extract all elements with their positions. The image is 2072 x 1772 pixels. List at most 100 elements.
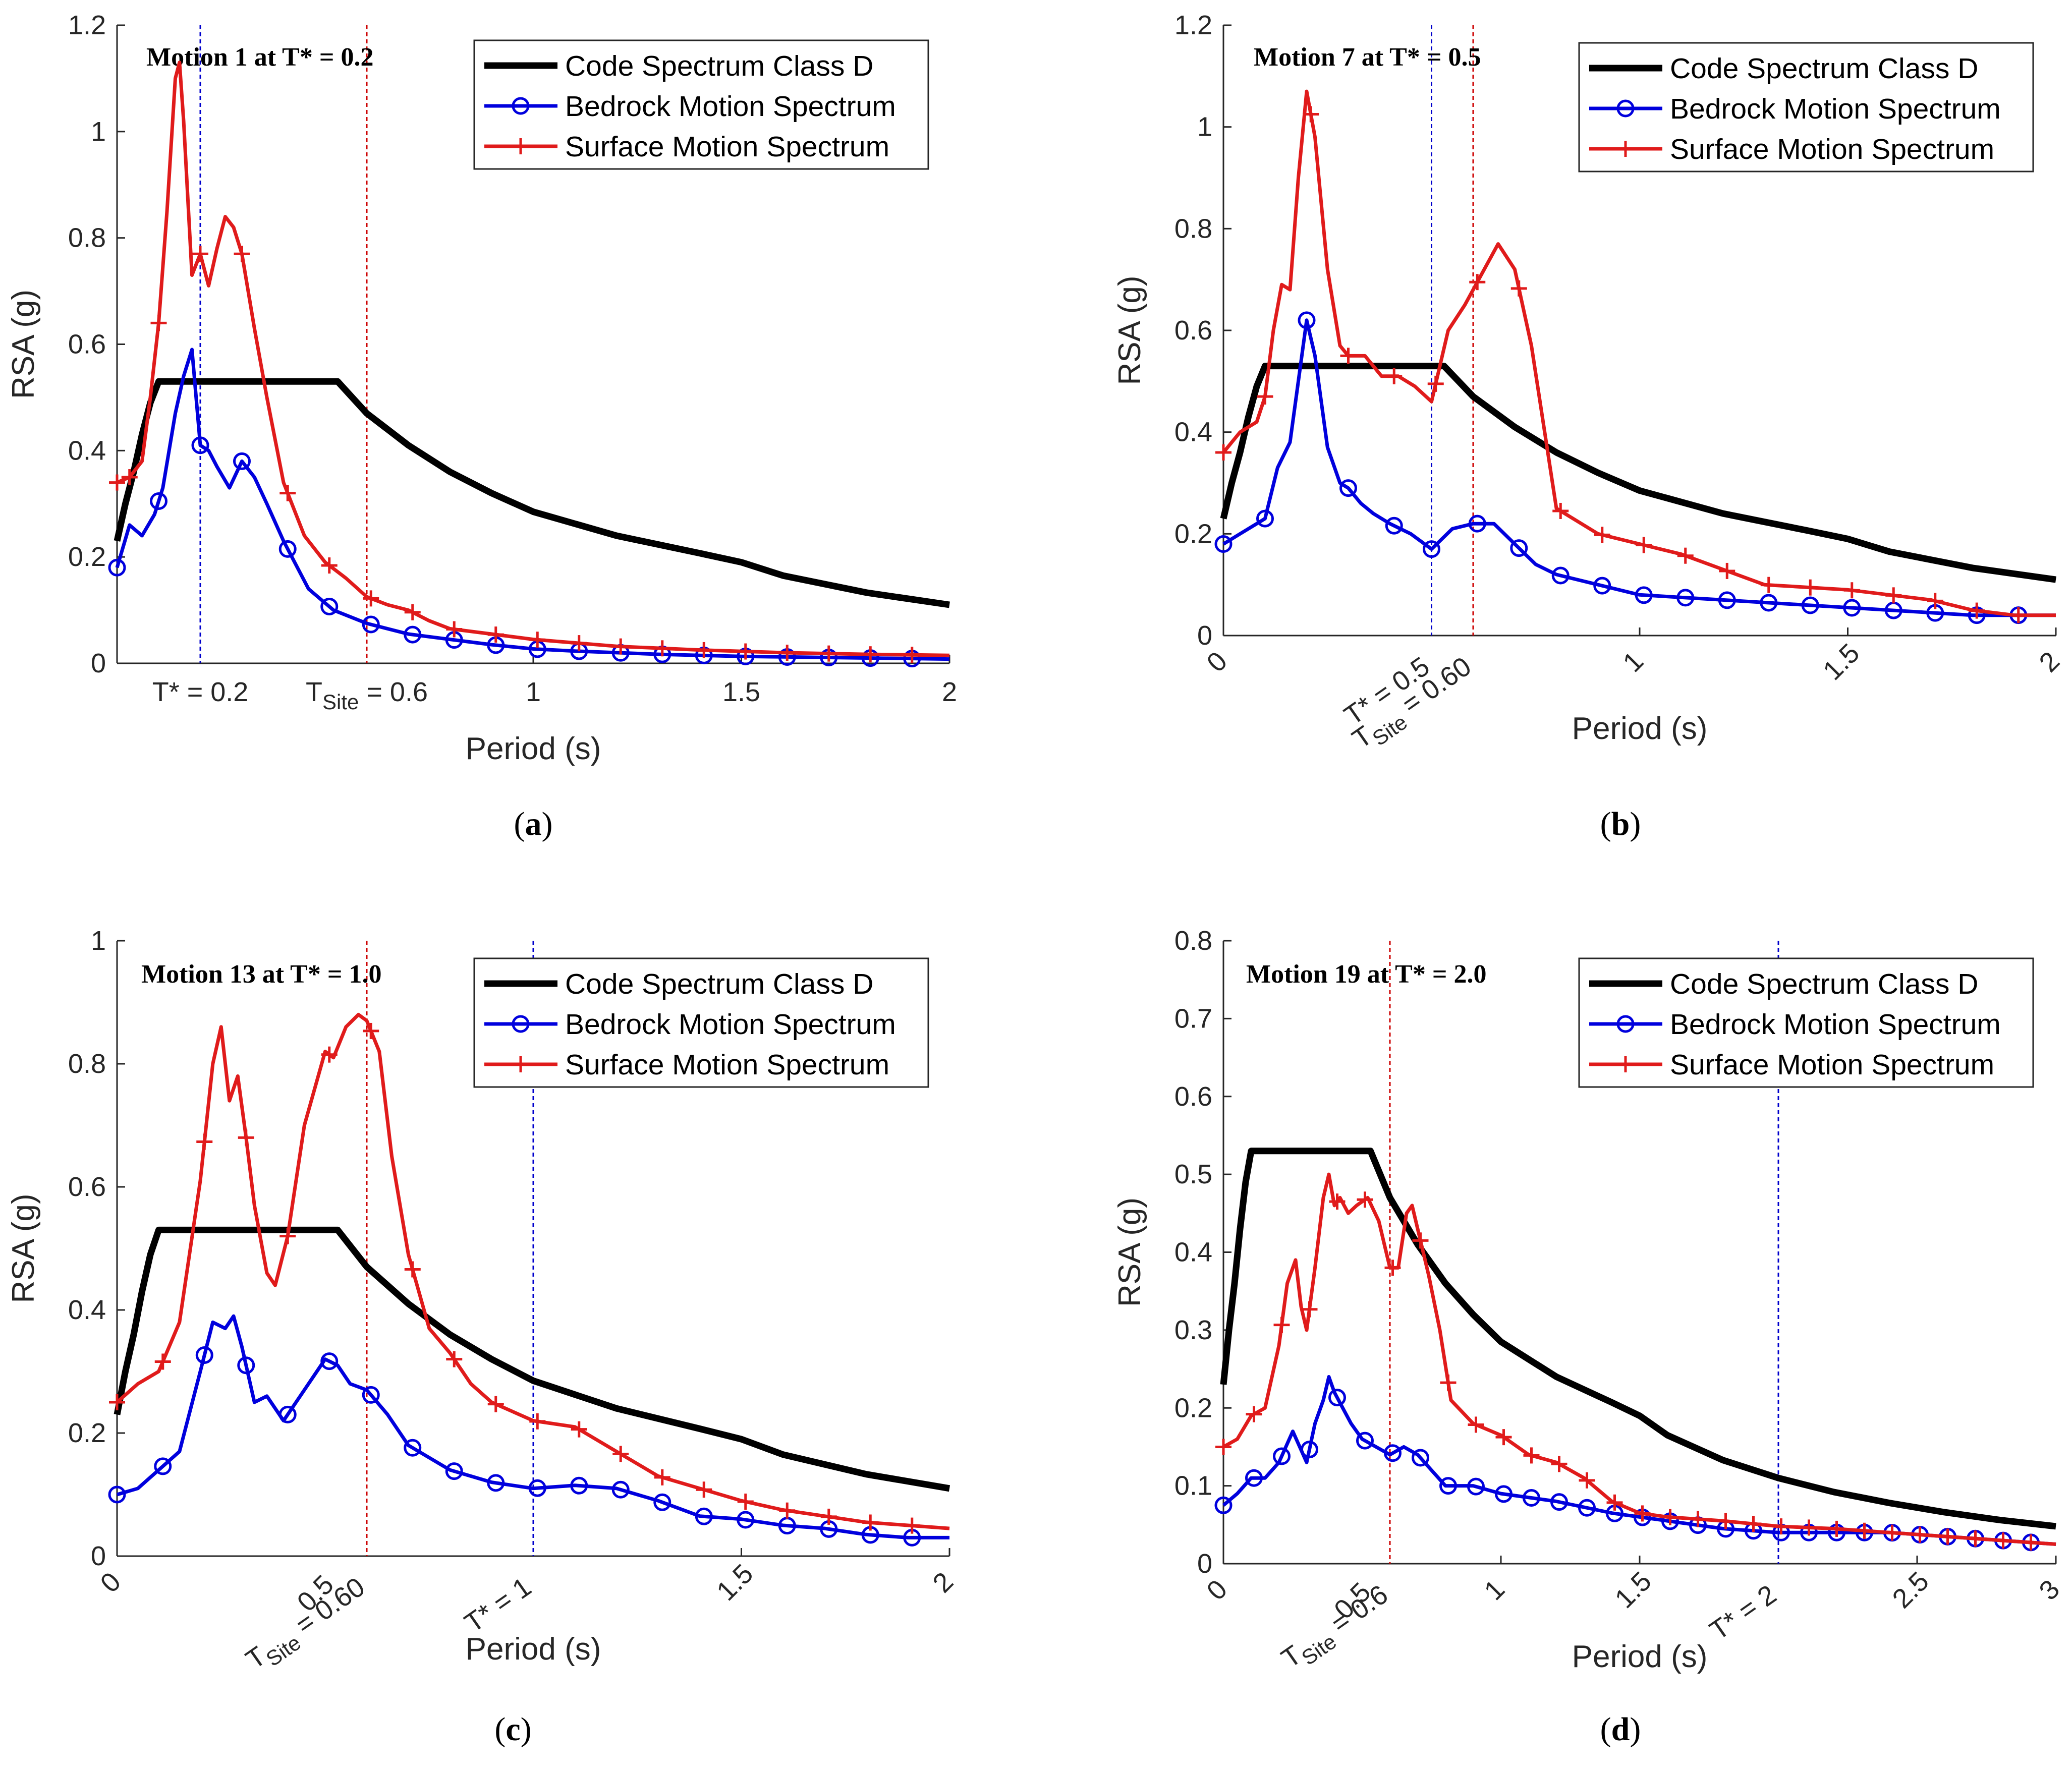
data-point-bedrock [1245,1469,1263,1487]
data-point-bedrock [1328,1389,1346,1407]
data-point-bedrock [404,625,422,644]
data-point-bedrock [108,1485,126,1504]
y-tick-label: 0.5 [1174,1159,1212,1189]
legend-label-bedrock: Bedrock Motion Spectrum [1670,93,2001,125]
data-point-surface [1885,587,1902,604]
caption-open-paren: ( [1600,1711,1611,1748]
data-point-surface [904,647,920,663]
data-point-surface [1257,388,1273,405]
data-point-surface [150,315,167,331]
data-point-surface [1440,1375,1457,1391]
data-point-surface [109,1394,125,1410]
y-tick-label: 1 [91,117,106,147]
data-point-surface [121,469,138,486]
data-point-surface [696,1481,712,1498]
data-point-surface [1303,106,1319,123]
data-point-bedrock [154,1457,172,1475]
legend-marker-circle [512,1015,530,1033]
series-line-bedrock [1222,1375,2056,1546]
data-point-surface [1884,1524,1900,1541]
data-point-surface [404,1261,421,1278]
caption-letter: a [525,806,542,842]
data-point-surface [1510,280,1527,297]
data-point-surface [1468,1416,1484,1433]
panel-caption: (c) [494,1711,531,1748]
data-point-bedrock [1356,1432,1374,1450]
data-point-bedrock [1214,535,1233,553]
legend-label-code: Code Spectrum Class D [565,968,873,1000]
data-point-surface [487,1396,504,1412]
data-point-surface [1677,547,1694,564]
data-point-bedrock [1468,515,1486,533]
data-point-surface [109,474,125,491]
data-point-surface [820,1508,837,1525]
data-point-bedrock [1384,1444,1402,1462]
legend-label-bedrock: Bedrock Motion Spectrum [565,1008,896,1041]
data-point-bedrock [1801,596,1819,614]
y-tick-label: 0.6 [1174,315,1212,346]
data-point-surface [1636,537,1652,553]
data-point-surface [1606,1494,1623,1511]
y-tick-label: 0.2 [68,542,106,572]
data-point-surface [1384,1260,1401,1276]
data-point-surface [1802,579,1819,596]
y-tick-label: 0.4 [68,435,106,466]
legend-label-surface: Surface Motion Spectrum [1670,133,1994,165]
data-point-surface [820,645,837,662]
data-point-surface [1719,562,1735,579]
data-point-surface [446,621,463,638]
data-point-bedrock [1298,311,1316,329]
y-tick-label: 1 [1197,112,1212,142]
caption-open-paren: ( [494,1711,506,1748]
x-tick-label: 1.5 [722,677,760,707]
x-axis-label: Period (s) [1572,711,1708,746]
caption-letter: c [506,1711,520,1748]
panel-caption: (b) [1600,806,1641,842]
data-point-surface [363,1022,379,1039]
data-point-bedrock [1385,517,1403,535]
data-point-surface [196,1133,213,1150]
vline-label: T* = 0.2 [152,677,249,707]
data-point-surface [1594,527,1610,543]
panel-title: Motion 19 at T* = 2.0 [1246,960,1486,989]
panel-title: Motion 7 at T* = 0.5 [1254,43,1481,72]
series-line-surface [116,1012,950,1530]
y-tick-label: 0.4 [68,1295,106,1325]
data-point-surface [1386,368,1403,384]
data-point-surface [612,638,629,655]
data-point-surface [1551,1456,1567,1472]
y-axis-label: RSA (g) [6,1193,41,1303]
legend: Code Spectrum Class D Bedrock Motion Spec… [473,39,929,170]
series-line-code [1220,1148,2056,1530]
data-point-surface [1579,1472,1595,1489]
data-point-bedrock [1301,1441,1318,1459]
y-tick-label: 0.3 [1174,1315,1212,1345]
data-point-bedrock [528,1479,546,1497]
data-point-surface [2010,607,2027,623]
data-point-bedrock [611,1480,630,1499]
panel-a: 0 0.2 0.4 0.6 0.8 1 1.2 1 1.5 2 T* = 0.2 TSite = 0.… [6,10,957,842]
data-point-surface [238,1129,254,1146]
legend-label-code: Code Spectrum Class D [1670,968,1978,1000]
data-point-surface [1773,1518,1789,1535]
data-point-bedrock [1843,599,1861,617]
data-point-surface [1246,1406,1262,1422]
y-tick-label: 1.2 [1174,10,1212,40]
data-point-surface [1690,1511,1706,1527]
data-point-bedrock [1510,539,1528,557]
caption-close-paren: ) [1630,1711,1641,1748]
data-point-surface [1634,1505,1651,1522]
data-point-surface [1969,602,1985,619]
data-point-bedrock [191,436,209,454]
legend-marker-circle [512,97,530,115]
legend: Code Spectrum Class D Bedrock Motion Spec… [1578,957,2034,1088]
y-tick-label: 1.2 [68,10,106,40]
y-axis-label: RSA (g) [6,290,41,399]
x-axis-label: Period (s) [466,731,601,766]
data-point-bedrock [1423,540,1440,558]
data-point-surface [1662,1509,1678,1525]
data-point-bedrock [1523,1489,1540,1507]
y-tick-label: 0.4 [1174,417,1212,447]
